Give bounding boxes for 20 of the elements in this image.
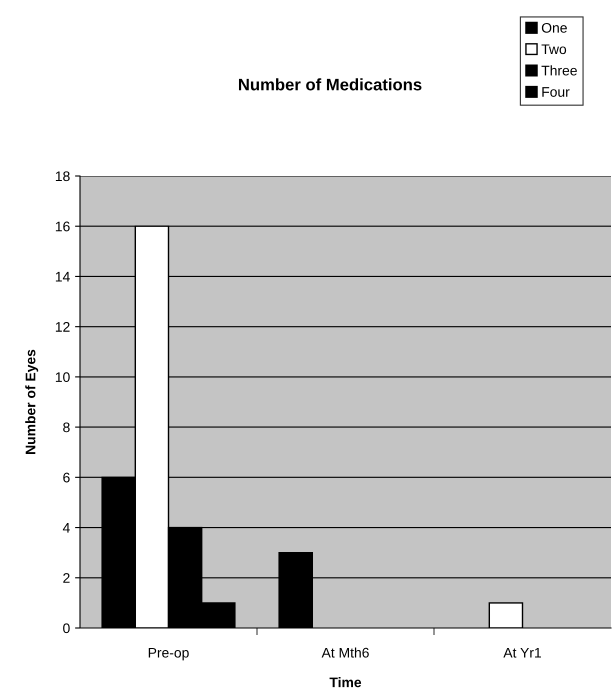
legend-label: Four — [542, 87, 570, 97]
y-tick-label: 2 — [63, 573, 70, 583]
y-tick-label: 12 — [56, 322, 70, 332]
y-tick-label: 6 — [63, 472, 70, 483]
y-tick-label: 10 — [56, 372, 70, 382]
legend-label: Three — [542, 65, 577, 76]
y-axis-title: Number of Eyes — [25, 350, 38, 454]
y-tick-label: 4 — [62, 523, 70, 533]
chart-title: Number of Medications — [238, 78, 422, 90]
y-tick-label: 8 — [63, 422, 70, 432]
legend-label: Two — [542, 44, 566, 54]
x-tick-label: At Yr1 — [503, 648, 541, 658]
x-tick-label: Pre-op — [148, 648, 189, 660]
x-axis-title: Time — [330, 677, 362, 688]
y-tick-label: 16 — [56, 222, 70, 232]
y-tick-label: 0 — [63, 623, 70, 634]
y-tick-label: 14 — [56, 272, 70, 282]
y-tick-label: 18 — [56, 171, 70, 182]
x-tick-label: At Mth6 — [322, 647, 369, 658]
legend-label: One — [542, 22, 567, 33]
